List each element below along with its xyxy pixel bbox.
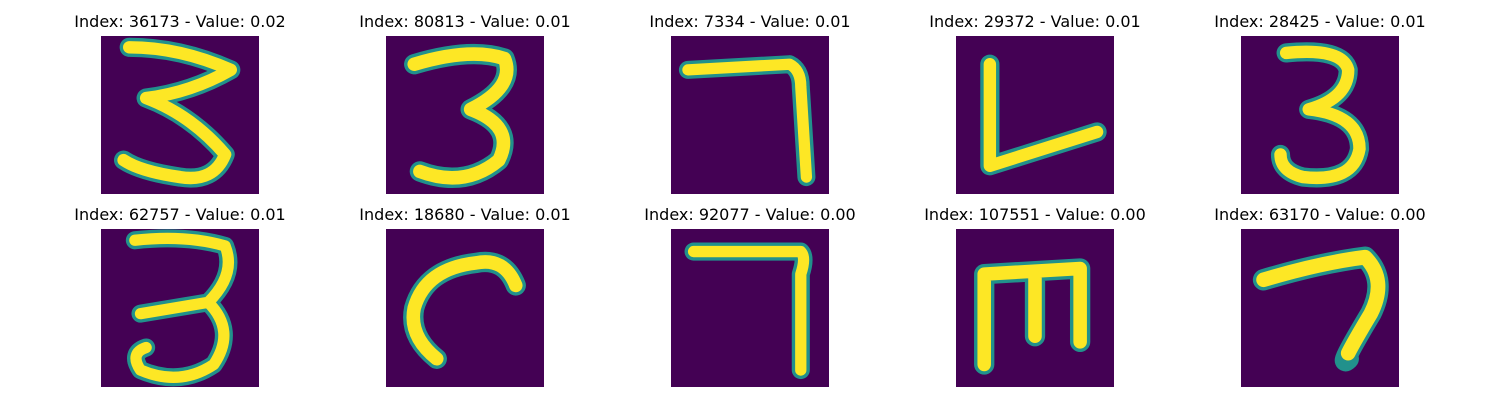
digit-3-icon <box>101 229 259 387</box>
panel-3: Index: 7334 - Value: 0.01 <box>625 12 875 202</box>
digit-7-icon <box>671 229 829 387</box>
panel-title: Index: 107551 - Value: 0.00 <box>924 205 1146 224</box>
panel-8: Index: 92077 - Value: 0.00 <box>625 205 875 395</box>
panel-5: Index: 28425 - Value: 0.01 <box>1195 12 1445 202</box>
panel-title: Index: 80813 - Value: 0.01 <box>359 12 571 31</box>
letter-L-icon <box>956 36 1114 194</box>
panel-title: Index: 18680 - Value: 0.01 <box>359 205 571 224</box>
digit-3-icon <box>1241 36 1399 194</box>
panel-title: Index: 62757 - Value: 0.01 <box>74 205 286 224</box>
panel-9: Index: 107551 - Value: 0.00 <box>910 205 1160 395</box>
panel-10: Index: 63170 - Value: 0.00 <box>1195 205 1445 395</box>
digit-7-icon <box>671 36 829 194</box>
panel-2: Index: 80813 - Value: 0.01 <box>340 12 590 202</box>
digit-3-icon <box>101 36 259 194</box>
panel-title: Index: 29372 - Value: 0.01 <box>929 12 1141 31</box>
panel-title: Index: 36173 - Value: 0.02 <box>74 12 286 31</box>
letter-c-icon <box>386 229 544 387</box>
panel-1: Index: 36173 - Value: 0.02 <box>55 12 305 202</box>
digit-7-icon <box>1241 229 1399 387</box>
panel-7: Index: 18680 - Value: 0.01 <box>340 205 590 395</box>
panel-4: Index: 29372 - Value: 0.01 <box>910 12 1160 202</box>
panel-title: Index: 28425 - Value: 0.01 <box>1214 12 1426 31</box>
panel-title: Index: 63170 - Value: 0.00 <box>1214 205 1426 224</box>
panel-6: Index: 62757 - Value: 0.01 <box>55 205 305 395</box>
letter-E-rotated-icon <box>956 229 1114 387</box>
digit-3-icon <box>386 36 544 194</box>
panel-title: Index: 7334 - Value: 0.01 <box>649 12 851 31</box>
panel-title: Index: 92077 - Value: 0.00 <box>644 205 856 224</box>
